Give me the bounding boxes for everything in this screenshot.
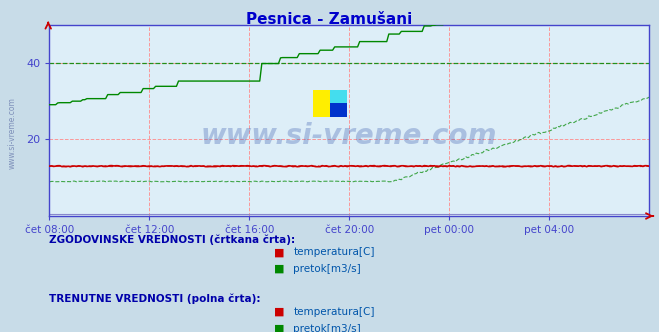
Text: ■: ■: [273, 307, 284, 317]
Bar: [330, 103, 347, 117]
Text: www.si-vreme.com: www.si-vreme.com: [201, 122, 498, 150]
Text: Pesnica - Zamušani: Pesnica - Zamušani: [246, 12, 413, 27]
Text: ■: ■: [273, 264, 284, 274]
Bar: [313, 90, 330, 117]
Text: pretok[m3/s]: pretok[m3/s]: [293, 264, 361, 274]
Text: temperatura[C]: temperatura[C]: [293, 247, 375, 257]
Text: ■: ■: [273, 247, 284, 257]
Text: ■: ■: [273, 324, 284, 332]
Text: TRENUTNE VREDNOSTI (polna črta):: TRENUTNE VREDNOSTI (polna črta):: [49, 294, 261, 304]
Text: www.si-vreme.com: www.si-vreme.com: [8, 97, 17, 169]
Bar: [330, 90, 347, 117]
Text: ZGODOVINSKE VREDNOSTI (črtkana črta):: ZGODOVINSKE VREDNOSTI (črtkana črta):: [49, 234, 295, 245]
Text: temperatura[C]: temperatura[C]: [293, 307, 375, 317]
Text: pretok[m3/s]: pretok[m3/s]: [293, 324, 361, 332]
